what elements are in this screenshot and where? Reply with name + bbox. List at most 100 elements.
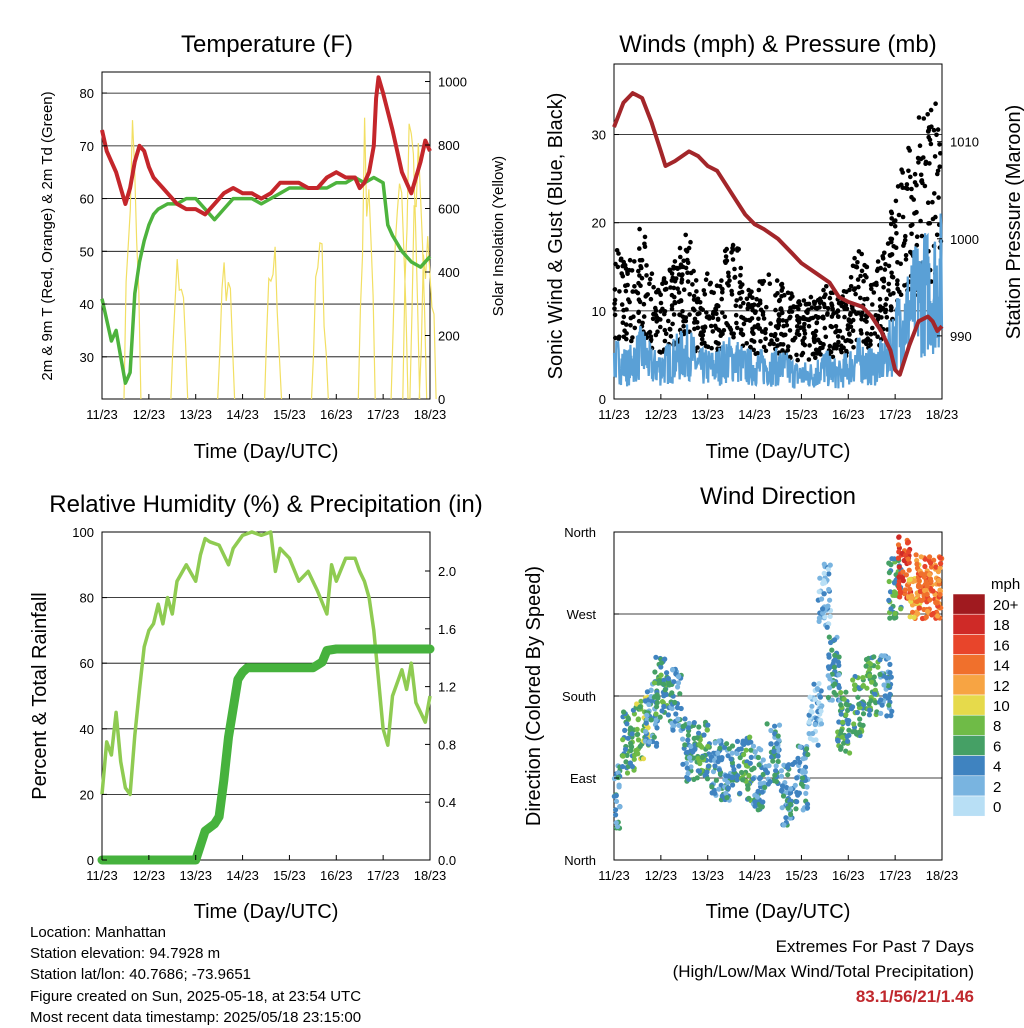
humidity-xtick-label: 15/23	[273, 868, 306, 883]
gust-point	[930, 216, 936, 222]
gust-point	[794, 304, 799, 310]
gust-point	[921, 155, 926, 160]
direction-point	[879, 702, 885, 708]
direction-point	[690, 749, 696, 755]
gust-point	[871, 290, 877, 295]
gust-point	[823, 292, 828, 297]
direction-point	[671, 679, 677, 685]
direction-point	[669, 690, 675, 696]
direction-title: Wind Direction	[700, 483, 856, 510]
direction-point	[815, 742, 821, 748]
direction-point	[613, 820, 619, 826]
gust-point	[635, 290, 641, 296]
gust-point	[637, 246, 642, 251]
direction-point	[843, 748, 849, 754]
gust-point	[612, 297, 618, 303]
direction-point	[704, 776, 711, 782]
gust-point	[701, 288, 707, 293]
gust-point	[647, 281, 652, 287]
winds-xtick-label: 13/23	[691, 407, 724, 422]
direction-point	[648, 717, 654, 723]
direction-point	[645, 725, 651, 731]
direction-point	[847, 750, 853, 756]
direction-point	[841, 696, 847, 702]
gust-point	[763, 327, 768, 332]
info-created: Figure created on Sun, 2025-05-18, at 23…	[30, 987, 362, 1005]
gust-point	[858, 273, 863, 279]
gust-point	[686, 245, 692, 251]
gust-point	[630, 289, 635, 294]
gust-point	[636, 297, 642, 303]
gust-point	[662, 309, 668, 314]
gust-point	[658, 350, 664, 355]
gust-point	[868, 331, 874, 337]
gust-point	[877, 296, 883, 302]
direction-point	[680, 761, 686, 767]
gust-point	[918, 172, 924, 178]
gust-point	[835, 334, 841, 339]
gust-point	[623, 283, 628, 289]
direction-point	[672, 699, 678, 706]
direction-point	[826, 665, 832, 672]
gust-point	[921, 116, 927, 121]
gust-point	[780, 318, 786, 323]
gust-point	[750, 329, 755, 335]
direction-data	[611, 534, 945, 831]
temperature-panel: Temperature (F) 11/23 12/23 13/23 14/23 15/2…	[39, 31, 507, 463]
gust-point	[733, 312, 739, 318]
direction-point	[895, 555, 902, 561]
direction-point	[797, 744, 803, 750]
gust-point	[669, 278, 675, 283]
legend-label: 8	[993, 718, 1001, 735]
direction-point	[888, 606, 894, 612]
direction-point	[892, 592, 898, 599]
gust-point	[856, 249, 862, 254]
direction-panel: Wind Direction 11/23 12/23 13/23 14/23 15/23…	[523, 483, 1020, 923]
gust-point	[802, 328, 807, 333]
gust-point	[812, 339, 817, 345]
direction-xtick-label: 16/23	[832, 868, 865, 883]
winds-gridlines	[614, 134, 942, 400]
direction-point	[760, 771, 766, 778]
gust-point	[774, 278, 780, 283]
gust-point	[893, 218, 898, 223]
gust-point	[705, 271, 710, 277]
direction-point	[775, 753, 781, 759]
gust-point	[883, 309, 888, 315]
direction-point	[691, 720, 697, 726]
gust-point	[632, 284, 637, 289]
gust-point	[738, 327, 744, 333]
gust-point	[928, 107, 934, 113]
temperature-y2tick-label: 800	[438, 138, 460, 153]
gust-point	[648, 296, 654, 302]
gust-point	[764, 304, 769, 310]
gust-point	[788, 314, 793, 320]
direction-point	[715, 759, 721, 765]
gust-point	[624, 331, 629, 336]
direction-point	[653, 717, 659, 723]
direction-point	[820, 610, 826, 616]
gust-point	[769, 338, 774, 343]
direction-point	[887, 589, 894, 595]
gust-point	[888, 236, 893, 242]
direction-point	[872, 687, 879, 693]
legend-label: 4	[993, 759, 1001, 776]
gust-point	[889, 210, 895, 216]
dewpoint-line	[100, 175, 432, 385]
gust-point	[724, 321, 729, 326]
gust-point	[800, 338, 805, 344]
humidity-xtick-label: 14/23	[226, 868, 259, 883]
direction-point	[696, 768, 703, 774]
direction-point	[613, 793, 619, 799]
direction-point	[676, 722, 682, 729]
gust-point	[747, 293, 753, 299]
direction-point	[844, 734, 850, 740]
gust-point	[733, 303, 739, 309]
gust-point	[683, 232, 688, 238]
gust-point	[738, 273, 743, 278]
direction-point	[844, 717, 850, 724]
gust-point	[922, 183, 928, 189]
direction-point	[628, 747, 634, 754]
direction-point	[755, 807, 761, 813]
direction-point	[850, 677, 856, 683]
